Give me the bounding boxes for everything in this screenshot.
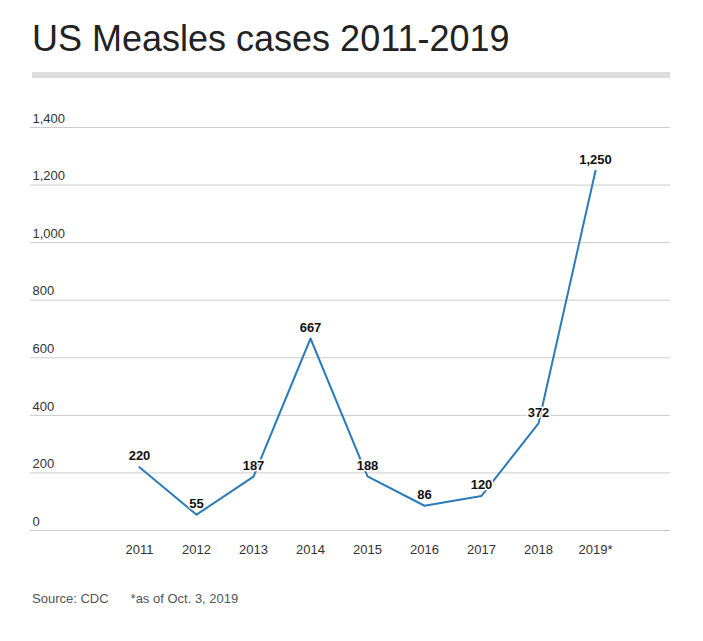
svg-text:0: 0 — [33, 514, 40, 529]
svg-text:1,400: 1,400 — [33, 111, 66, 126]
svg-text:400: 400 — [33, 399, 55, 414]
svg-text:1,000: 1,000 — [33, 226, 66, 241]
svg-text:2016: 2016 — [410, 542, 439, 557]
svg-text:2012: 2012 — [182, 542, 211, 557]
svg-text:600: 600 — [33, 341, 55, 356]
svg-text:200: 200 — [33, 456, 55, 471]
svg-text:120: 120 — [471, 477, 493, 492]
svg-text:2018: 2018 — [524, 542, 553, 557]
svg-text:2015: 2015 — [353, 542, 382, 557]
svg-text:2019*: 2019* — [579, 542, 613, 557]
svg-text:2014: 2014 — [296, 542, 325, 557]
svg-text:188: 188 — [357, 458, 379, 473]
svg-text:55: 55 — [189, 496, 203, 511]
svg-text:1,250: 1,250 — [579, 152, 612, 167]
svg-text:220: 220 — [129, 448, 151, 463]
svg-text:667: 667 — [300, 320, 322, 335]
html-text:*as of Oct. 3, 2019: *as of Oct. 3, 2019 — [130, 591, 239, 606]
svg-text:2013: 2013 — [239, 542, 268, 557]
svg-text:800: 800 — [33, 283, 55, 298]
svg-text:86: 86 — [417, 487, 431, 502]
html-text:Source: CDC: Source: CDC — [32, 591, 109, 606]
svg-text:2017: 2017 — [467, 542, 496, 557]
svg-text:372: 372 — [528, 405, 550, 420]
svg-text:187: 187 — [243, 458, 265, 473]
html-text:US Measles cases 2011-2019: US Measles cases 2011-2019 — [32, 18, 510, 59]
svg-text:1,200: 1,200 — [33, 168, 66, 183]
svg-text:2011: 2011 — [126, 542, 154, 557]
